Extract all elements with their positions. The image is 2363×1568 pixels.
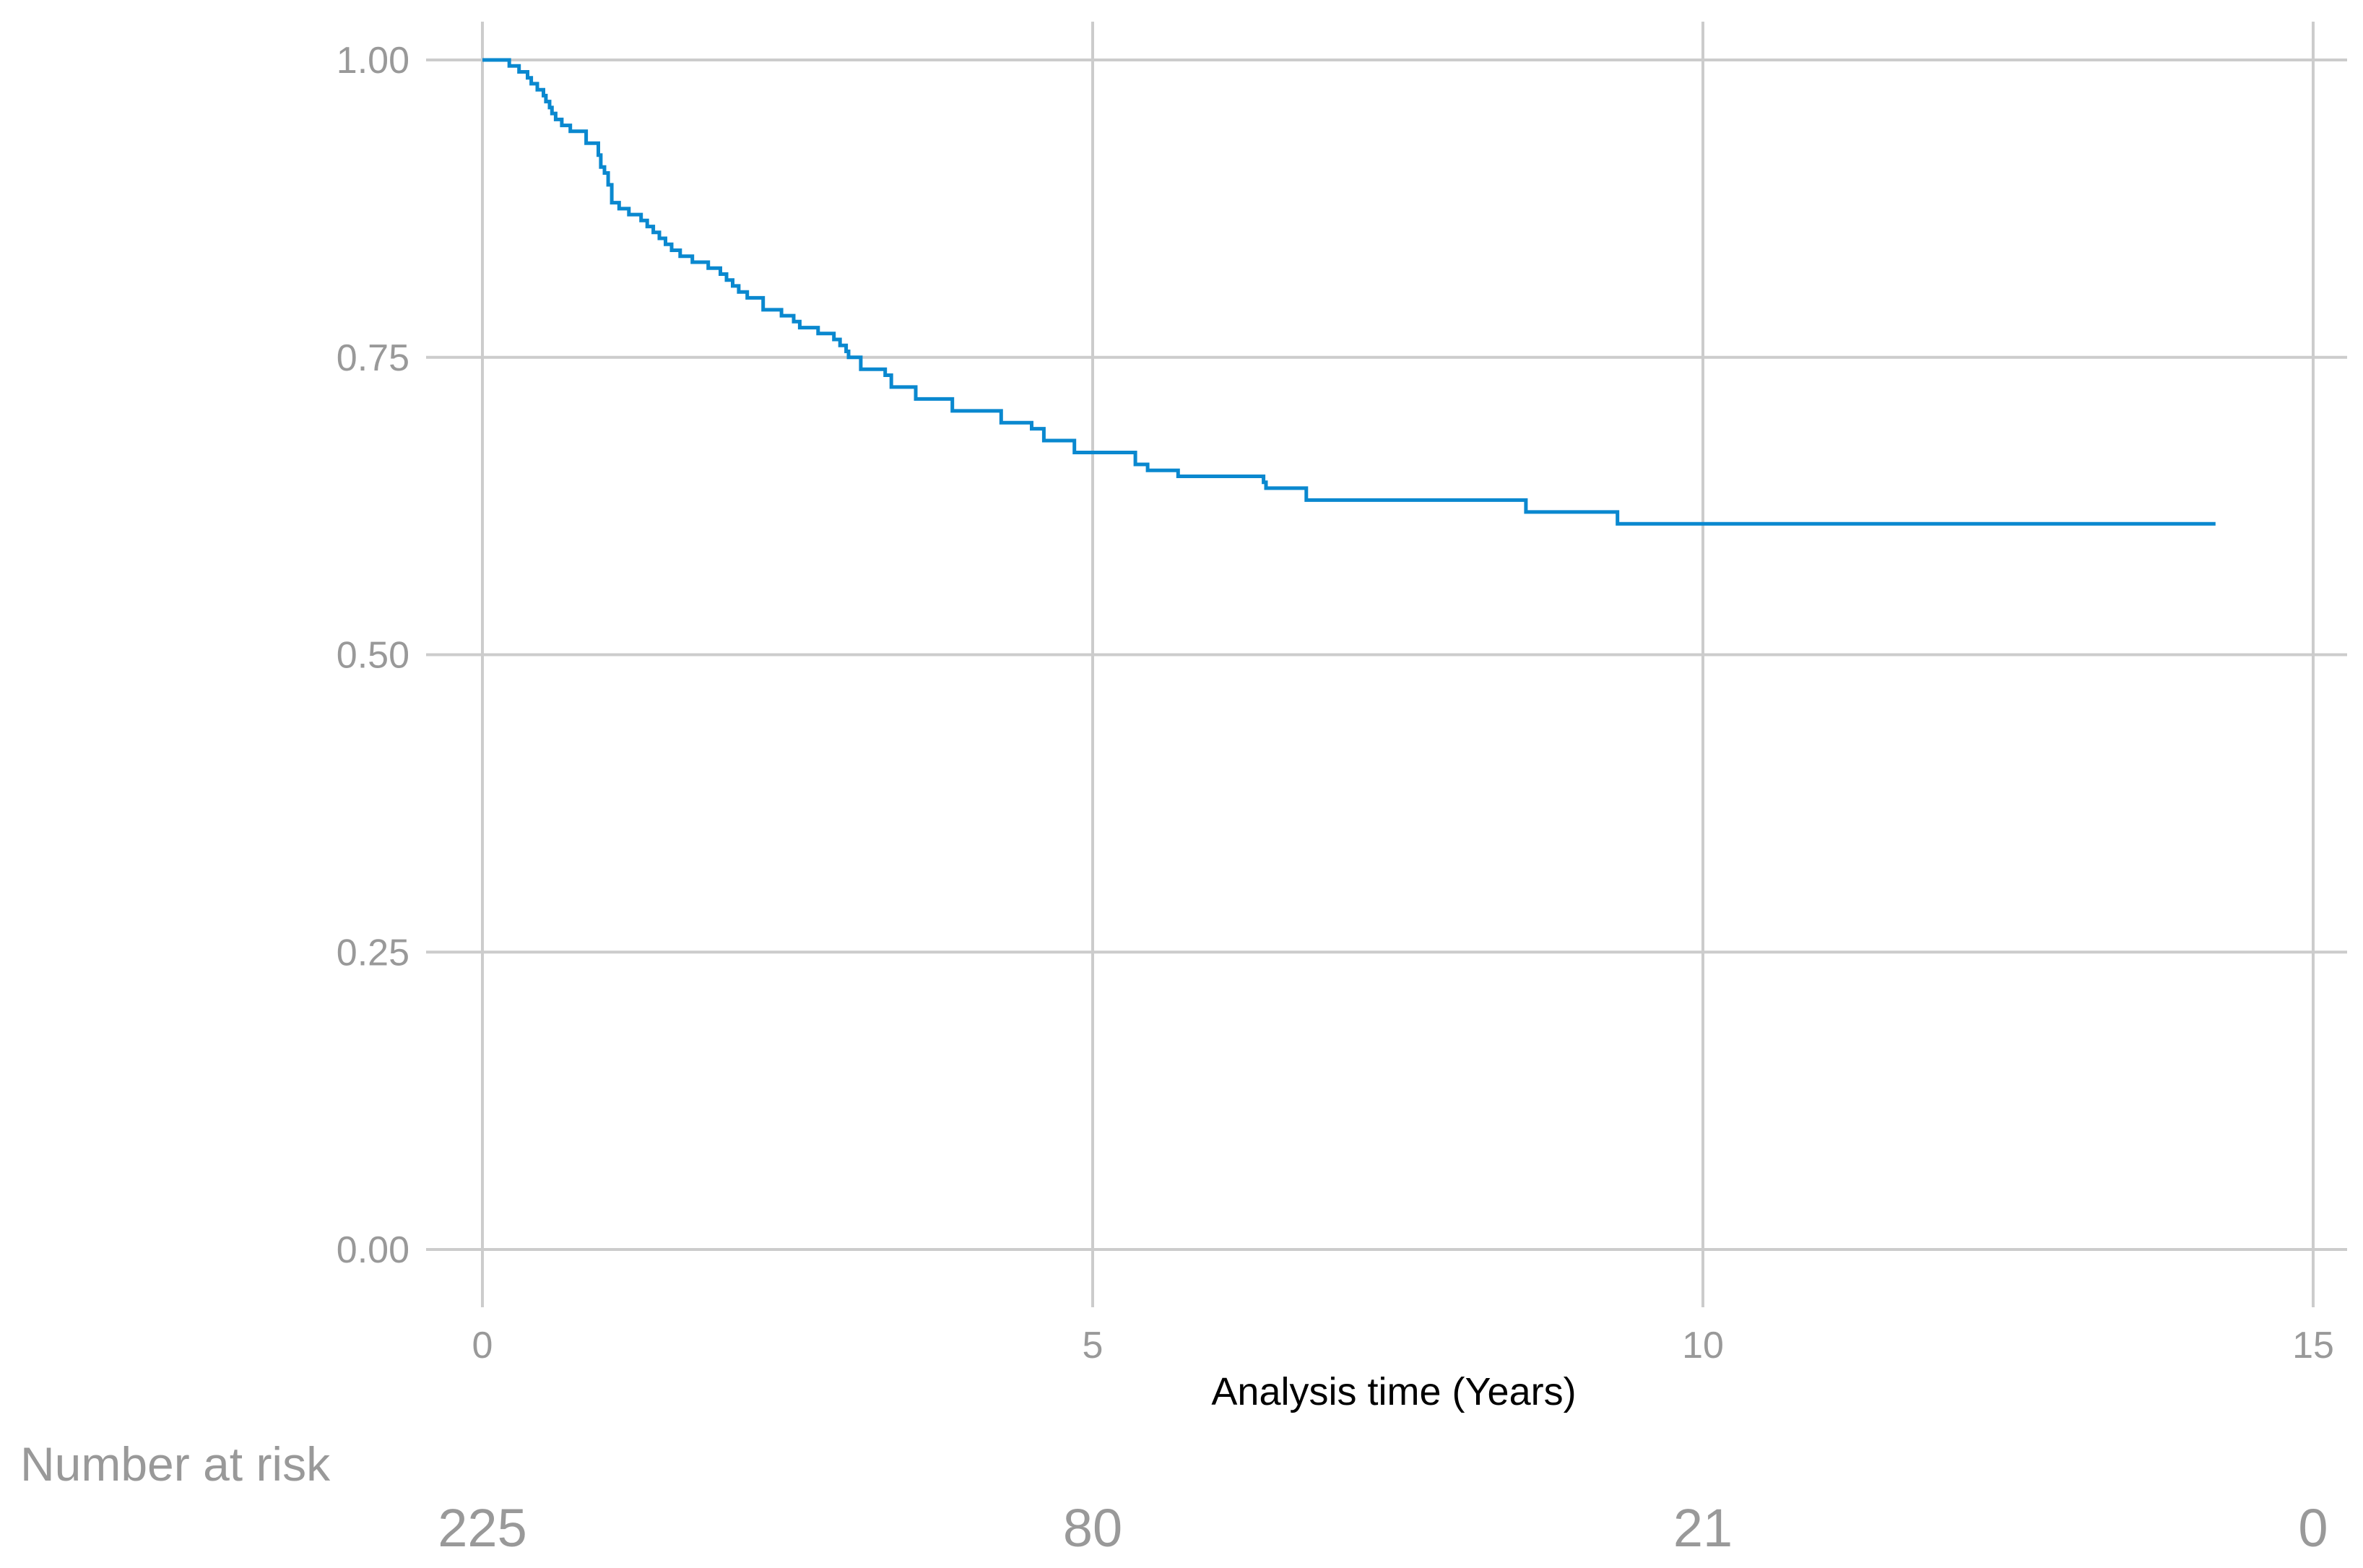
y-tick-label: 1.00 xyxy=(337,40,409,82)
risk-count: 21 xyxy=(1673,1498,1733,1558)
y-tick-label: 0.00 xyxy=(337,1229,409,1271)
x-tick-label: 15 xyxy=(2292,1325,2334,1366)
x-axis-title: Analysis time (Years) xyxy=(1211,1370,1576,1413)
plot-series xyxy=(482,58,2216,526)
y-axis-tick-labels: 0.00 0.25 0.50 0.75 1.00 xyxy=(337,40,409,1271)
y-tick-label: 0.75 xyxy=(337,337,409,379)
x-tick-label: 10 xyxy=(1682,1325,1724,1366)
risk-table-title: Number at risk xyxy=(20,1437,331,1491)
grid-lines xyxy=(426,22,2347,1307)
x-tick-label: 0 xyxy=(472,1325,493,1366)
x-axis-tick-labels: 0 5 10 15 xyxy=(472,1325,2334,1366)
x-tick-label: 5 xyxy=(1083,1325,1104,1366)
y-tick-label: 0.25 xyxy=(337,932,409,974)
y-tick-label: 0.50 xyxy=(337,635,409,677)
risk-table-values: 225 80 21 0 xyxy=(438,1498,2328,1558)
risk-count: 0 xyxy=(2298,1498,2328,1558)
survival-curve-line xyxy=(482,58,2216,526)
risk-count: 225 xyxy=(438,1498,526,1558)
risk-count: 80 xyxy=(1063,1498,1122,1558)
